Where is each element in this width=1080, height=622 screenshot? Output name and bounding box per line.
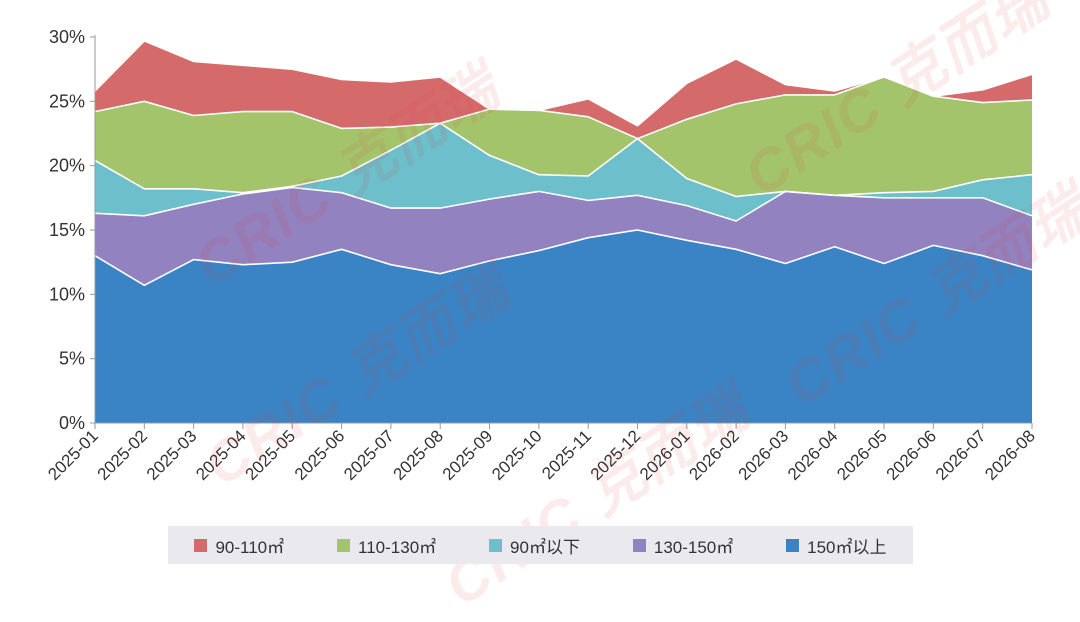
legend-label: 90㎡以下 (510, 537, 580, 557)
area-boundary-4 (94, 40, 1033, 127)
legend-item-110-130[interactable]: 110-130㎡ (337, 533, 436, 558)
x-tick-label: 2026-03 (735, 426, 793, 484)
x-tick-label: 2025-10 (488, 426, 546, 484)
y-tick-label: 30% (49, 27, 85, 47)
y-tick-label: 15% (49, 220, 85, 240)
area-boundary-1 (94, 186, 1033, 222)
y-axis: 0% 5% 10% 15% 20% 25% 30% (49, 27, 96, 433)
x-tick-label: 2026-01 (636, 426, 694, 484)
area-boundary-0 (94, 229, 1033, 287)
area-series-1 (95, 187, 1032, 286)
legend-swatch (337, 538, 351, 552)
y-tick-label: 5% (59, 349, 85, 369)
legend-swatch (632, 538, 646, 552)
area-series-group (94, 40, 1033, 423)
legend-swatch (786, 538, 800, 552)
x-tick-label: 2025-03 (143, 426, 201, 484)
x-tick-label: 2026-02 (685, 426, 743, 484)
area-series-3 (95, 76, 1032, 197)
x-tick-label: 2025-01 (44, 426, 102, 484)
legend-swatch (489, 538, 503, 552)
x-tick-label: 2025-11 (538, 426, 595, 483)
x-tick-label: 2026-04 (784, 426, 842, 484)
x-tick-label: 2026-05 (833, 426, 891, 484)
y-tick-label: 0% (59, 413, 85, 433)
y-tick-label: 25% (49, 91, 85, 111)
x-axis: 2025-012025-022025-032025-042025-052025-… (44, 422, 1039, 484)
y-tick-label: 10% (49, 284, 85, 304)
x-tick-label: 2025-12 (587, 426, 645, 484)
x-tick-label: 2026-06 (883, 426, 941, 484)
x-tick-label: 2025-07 (340, 426, 398, 484)
legend-label: 90-110㎡ (215, 537, 285, 557)
x-tick-label: 2025-08 (389, 426, 447, 484)
legend: 90-110㎡ 110-130㎡ 90㎡以下 130-150㎡ 150㎡以上 (168, 526, 913, 564)
x-tick-label: 2025-05 (242, 426, 300, 484)
area-series-0 (95, 230, 1032, 423)
stacked-area-chart: 0%5%10%15%20%25%30% 2025-012025-022025-0… (44, 27, 1039, 484)
x-tick-label: 2026-07 (932, 426, 990, 484)
area-boundary-2 (94, 122, 1033, 198)
x-tick-label: 2025-02 (94, 426, 152, 484)
x-tick-label: 2025-06 (291, 426, 349, 484)
legend-label: 110-130㎡ (358, 537, 437, 557)
legend-item-under-90[interactable]: 90㎡以下 (489, 533, 580, 558)
y-tick-label: 20% (49, 156, 85, 176)
x-tick-label: 2026-08 (981, 426, 1039, 484)
legend-item-90-110[interactable]: 90-110㎡ (194, 533, 284, 558)
legend-item-130-150[interactable]: 130-150㎡ (632, 533, 734, 558)
x-tick-label: 2025-04 (192, 426, 250, 484)
legend-label: 130-150㎡ (653, 537, 734, 557)
legend-item-over-150[interactable]: 150㎡以上 (786, 533, 887, 558)
area-series-4 (95, 40, 1032, 139)
legend-swatch (194, 538, 208, 552)
legend-label: 150㎡以上 (807, 537, 887, 557)
x-tick-label: 2025-09 (439, 426, 497, 484)
